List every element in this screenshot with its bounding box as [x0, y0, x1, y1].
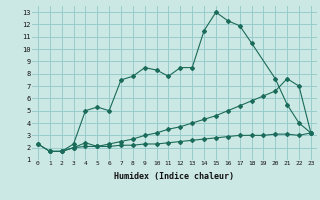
- X-axis label: Humidex (Indice chaleur): Humidex (Indice chaleur): [115, 172, 234, 181]
